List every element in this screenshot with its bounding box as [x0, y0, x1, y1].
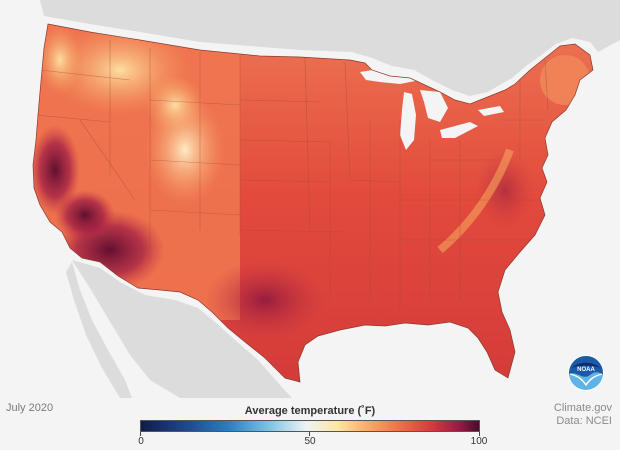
canada-landmass — [40, 0, 620, 96]
noaa-logo-text: NOAA — [577, 367, 595, 373]
lake-ontario — [478, 106, 504, 116]
us-temperature-field — [33, 24, 593, 382]
noaa-logo-icon: NOAA — [568, 355, 604, 391]
temperature-map — [32, 0, 620, 398]
baja-peninsula — [66, 262, 132, 398]
source-credit[interactable]: Climate.gov — [553, 402, 612, 414]
lake-michigan — [400, 92, 416, 150]
legend-tick-mid — [309, 432, 310, 436]
legend-tick-max — [479, 432, 480, 436]
legend-tick-min — [140, 432, 141, 436]
mexico-landmass — [72, 260, 292, 398]
legend-label-max: 100 — [470, 436, 488, 447]
legend-label-mid: 50 — [304, 436, 316, 447]
legend-label-min: 0 — [138, 436, 144, 447]
legend-title: Average temperature (˚F) — [244, 405, 376, 417]
data-credit: Data: NCEI — [556, 415, 612, 427]
credits: Climate.gov Data: NCEI — [554, 402, 612, 428]
state-borders — [35, 40, 549, 310]
legend-color-bar — [140, 420, 480, 432]
lake-erie — [440, 122, 478, 138]
period-label: July 2020 — [6, 402, 54, 414]
map-canvas — [32, 0, 620, 398]
lake-huron — [420, 90, 448, 122]
